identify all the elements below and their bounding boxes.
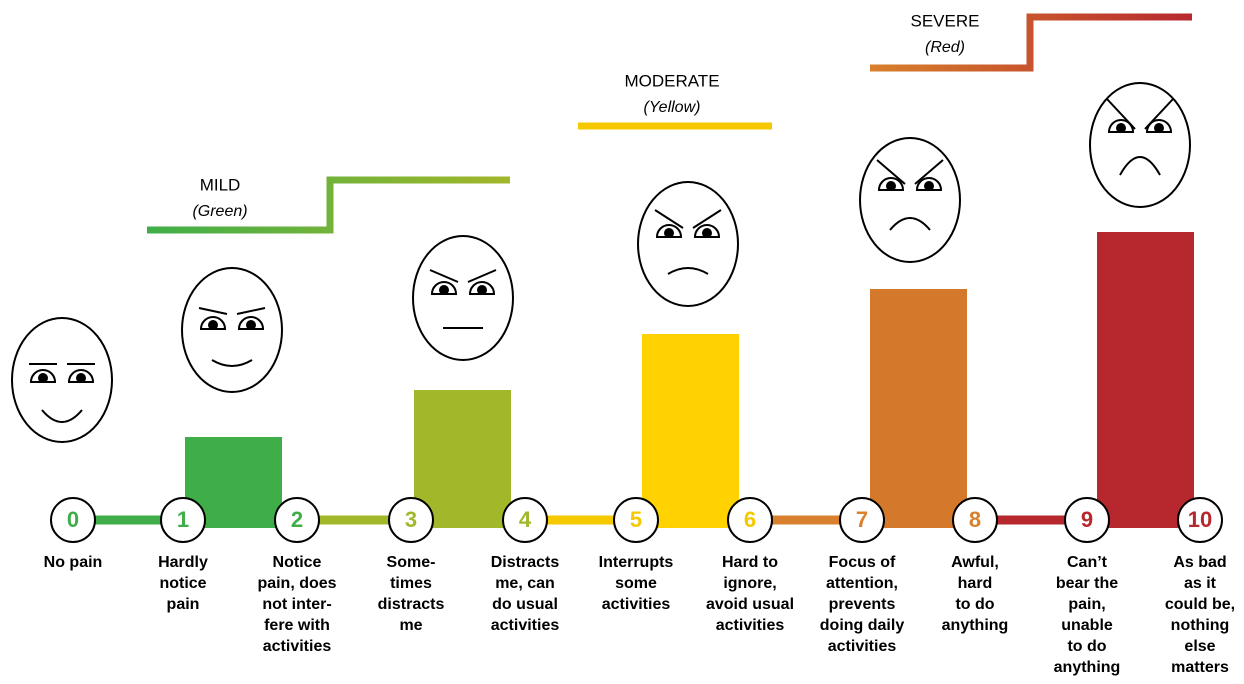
level-description: No pain: [44, 554, 103, 571]
level-description: unable: [1061, 617, 1113, 634]
level-description: attention,: [826, 575, 898, 592]
level-bar: [1097, 232, 1194, 528]
pupil: [246, 320, 256, 330]
level-description: activities: [828, 638, 897, 655]
level-number: 9: [1081, 507, 1093, 532]
level-description: not inter-: [262, 596, 331, 613]
level-number: 2: [291, 507, 303, 532]
band-title: MODERATE: [624, 71, 719, 90]
level-description: activities: [716, 617, 785, 634]
band-title: MILD: [200, 175, 241, 194]
level-number: 1: [177, 507, 189, 532]
pupil: [76, 373, 86, 383]
level-number: 3: [405, 507, 417, 532]
band-title: SEVERE: [911, 11, 980, 30]
level-description: Focus of: [829, 554, 896, 571]
level-description: notice: [159, 575, 206, 592]
pupil: [924, 181, 934, 191]
level-number: 7: [856, 507, 868, 532]
face: [413, 236, 513, 360]
level-bar: [642, 334, 739, 528]
level-description: matters: [1171, 659, 1229, 676]
level-description: activities: [491, 617, 560, 634]
level-description: pain,: [1068, 596, 1105, 613]
level-description: Awful,: [951, 554, 999, 571]
level-description: me, can: [495, 575, 555, 592]
face: [182, 268, 282, 392]
level-description: as it: [1184, 575, 1217, 592]
level-description: me: [399, 617, 422, 634]
level-description: pain, does: [257, 575, 336, 592]
level-description: bear the: [1056, 575, 1118, 592]
level-number: 10: [1188, 507, 1212, 532]
level-description: Notice: [273, 554, 322, 571]
band-subtitle: (Green): [192, 203, 247, 220]
level-description: else: [1184, 638, 1215, 655]
face: [1090, 83, 1190, 207]
pupil: [38, 373, 48, 383]
face: [12, 318, 112, 442]
level-description: to do: [955, 596, 994, 613]
level-description: do usual: [492, 596, 558, 613]
band-subtitle: (Yellow): [644, 99, 701, 116]
level-description: avoid usual: [706, 596, 794, 613]
pupil: [208, 320, 218, 330]
level-description: doing daily: [820, 617, 905, 634]
level-description: distracts: [378, 596, 445, 613]
level-description: As bad: [1173, 554, 1226, 571]
level-description: Can’t: [1067, 554, 1108, 571]
pupil: [439, 285, 449, 295]
level-description: pain: [167, 596, 200, 613]
pain-scale: MILD (Green) MODERATE (Yellow) SEVERE (R…: [0, 0, 1244, 684]
level-description: activities: [263, 638, 332, 655]
level-number: 6: [744, 507, 756, 532]
pupil: [1154, 123, 1164, 133]
level-number: 8: [969, 507, 981, 532]
level-description: hard: [958, 575, 993, 592]
band-subtitle: (Red): [925, 39, 965, 56]
pupil: [664, 228, 674, 238]
level-description: nothing: [1171, 617, 1230, 634]
level-description: Interrupts: [599, 554, 674, 571]
level-description: could be,: [1165, 596, 1235, 613]
level-description: anything: [1054, 659, 1121, 676]
pupil: [1116, 123, 1126, 133]
level-description: activities: [602, 596, 671, 613]
level-description: Some-: [387, 554, 436, 571]
pupil: [886, 181, 896, 191]
level-description: prevents: [829, 596, 896, 613]
pupil: [702, 228, 712, 238]
level-description: some: [615, 575, 657, 592]
face: [638, 182, 738, 306]
level-number: 0: [67, 507, 79, 532]
level-description: Distracts: [491, 554, 560, 571]
level-description: ignore,: [723, 575, 776, 592]
level-description: Hardly: [158, 554, 208, 571]
level-description: anything: [942, 617, 1009, 634]
face: [860, 138, 960, 262]
level-bar: [870, 289, 967, 528]
level-number: 4: [519, 507, 532, 532]
pupil: [477, 285, 487, 295]
level-description: fere with: [264, 617, 330, 634]
level-number: 5: [630, 507, 642, 532]
level-description: times: [390, 575, 432, 592]
level-description: to do: [1067, 638, 1106, 655]
level-description: Hard to: [722, 554, 778, 571]
